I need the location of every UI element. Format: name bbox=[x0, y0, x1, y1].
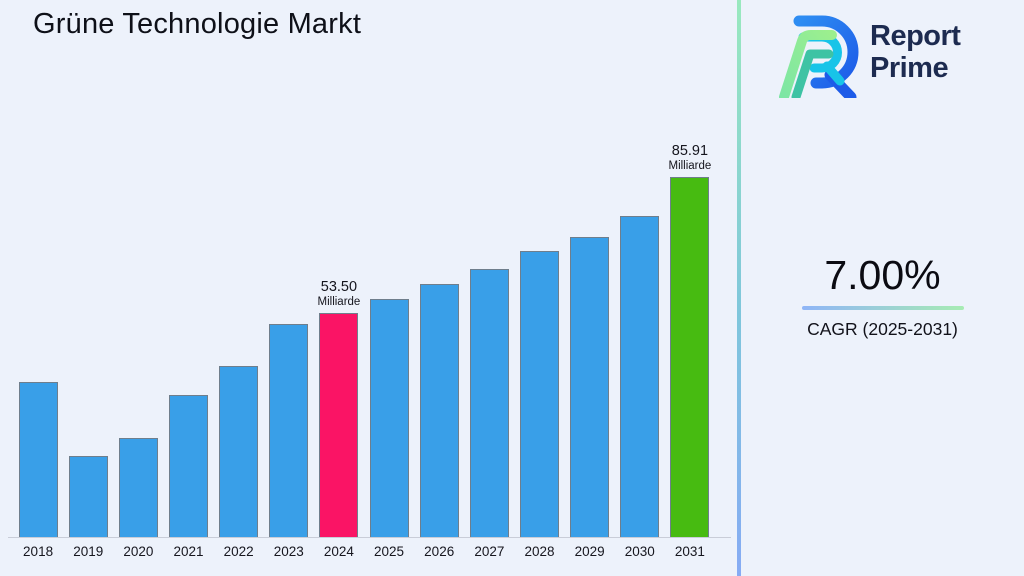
x-tick-2022: 2022 bbox=[223, 544, 254, 559]
x-tick-2018: 2018 bbox=[23, 544, 54, 559]
x-tick-2030: 2030 bbox=[624, 544, 655, 559]
bar-2027 bbox=[469, 269, 509, 537]
bar-column-2029 bbox=[565, 0, 615, 537]
x-tick-2021: 2021 bbox=[173, 544, 204, 559]
bar-annotation-2031: 85.91 Milliarde bbox=[668, 143, 711, 172]
bar-column-2022 bbox=[214, 0, 264, 537]
brand-wordmark: Report Prime bbox=[870, 20, 961, 84]
bar-chart: 53.50 Milliarde 85.91 Milliarde bbox=[13, 0, 715, 537]
x-tick-2028: 2028 bbox=[524, 544, 555, 559]
x-axis-labels: 2018 2019 2020 2021 2022 2023 2024 2025 2026 2027… bbox=[13, 544, 715, 559]
bar-unit-label: Milliarde bbox=[317, 296, 361, 308]
chart-title: Grüne Technologie Markt bbox=[33, 8, 362, 40]
bar-column-2028 bbox=[514, 0, 564, 537]
x-tick-2023: 2023 bbox=[273, 544, 304, 559]
x-tick-2027: 2027 bbox=[474, 544, 505, 559]
bar-column-2027 bbox=[464, 0, 514, 537]
bar-column-2030 bbox=[615, 0, 665, 537]
bar-2025 bbox=[369, 299, 409, 537]
bar-2018 bbox=[18, 382, 58, 537]
bar-column-2031: 85.91 Milliarde bbox=[665, 0, 715, 537]
bar-2029 bbox=[570, 237, 610, 537]
bar-column-2025 bbox=[364, 0, 414, 537]
report-prime-logo: Report Prime bbox=[771, 6, 961, 98]
x-tick-2020: 2020 bbox=[123, 544, 154, 559]
bar-unit-label: Milliarde bbox=[668, 160, 712, 172]
brand-line-prime: Prime bbox=[870, 52, 949, 84]
bar-2024 bbox=[319, 313, 359, 537]
bar-column-2018 bbox=[13, 0, 63, 537]
x-tick-2025: 2025 bbox=[374, 544, 405, 559]
report-prime-logo-mark bbox=[779, 15, 859, 98]
x-tick-2019: 2019 bbox=[73, 544, 104, 559]
x-tick-2026: 2026 bbox=[424, 544, 455, 559]
bar-value-label: 85.91 bbox=[671, 143, 709, 159]
bar-2021 bbox=[168, 395, 208, 537]
bar-column-2024: 53.50 Milliarde bbox=[314, 0, 364, 537]
bar-2031 bbox=[670, 177, 710, 537]
bar-column-2019 bbox=[63, 0, 113, 537]
bar-annotation-2024: 53.50 Milliarde bbox=[318, 279, 361, 308]
bar-column-2023 bbox=[264, 0, 314, 537]
cagr-block: 7.00% CAGR (2025-2031) bbox=[741, 252, 1024, 340]
cagr-value: 7.00% bbox=[824, 252, 941, 298]
bar-2026 bbox=[419, 284, 459, 537]
bar-2023 bbox=[269, 324, 309, 537]
x-axis-line bbox=[8, 537, 731, 538]
bar-column-2026 bbox=[414, 0, 464, 537]
bar-column-2020 bbox=[113, 0, 163, 537]
panel-divider bbox=[737, 0, 741, 576]
x-tick-2031: 2031 bbox=[674, 544, 705, 559]
brand-line-report: Report bbox=[870, 20, 961, 52]
x-tick-2029: 2029 bbox=[574, 544, 605, 559]
bar-2022 bbox=[219, 366, 259, 537]
x-tick-2024: 2024 bbox=[323, 544, 354, 559]
info-panel: Report Prime 7.00% CAGR (2025-2031) bbox=[741, 0, 1024, 576]
bar-2020 bbox=[118, 438, 158, 537]
bar-2030 bbox=[620, 216, 660, 537]
bar-column-2021 bbox=[163, 0, 213, 537]
bar-2028 bbox=[519, 251, 559, 537]
cagr-underline bbox=[801, 306, 964, 310]
bar-value-label: 53.50 bbox=[320, 279, 358, 295]
bar-2019 bbox=[68, 456, 108, 537]
cagr-label: CAGR (2025-2031) bbox=[807, 319, 958, 339]
